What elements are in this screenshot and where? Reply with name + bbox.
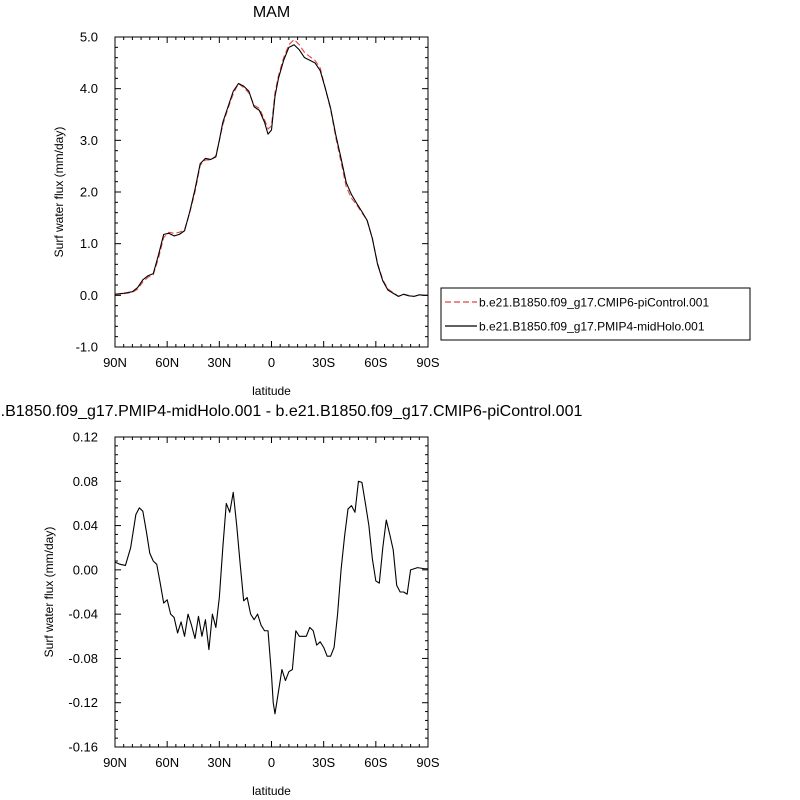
y-tick-label: -0.12 <box>68 695 98 710</box>
chart-panel-1: MAM 90N 60N 30N 0 30S 60S 90S -1.0 0.0 1.0 2.0 3.0 4.… <box>52 4 751 398</box>
plot-frame <box>114 36 429 348</box>
y-tick-label: 0.04 <box>73 518 98 533</box>
x-tick-label: 30S <box>312 755 335 770</box>
x-axis-label: latitude <box>252 784 291 798</box>
x-tick-label: 90N <box>103 355 127 370</box>
series-line-2 <box>114 44 428 297</box>
x-tick-label: 90S <box>416 355 439 370</box>
y-tick-label: 5.0 <box>80 30 98 45</box>
y-axis-label: Surf water flux (mm/day) <box>52 127 66 258</box>
x-tick-label: 60N <box>155 355 179 370</box>
x-tick-label: 30S <box>312 355 335 370</box>
chart-title: MAM <box>253 4 290 21</box>
legend-label: b.e21.B1850.f09_g17.PMIP4-midHolo.001 <box>479 320 705 334</box>
legend-box <box>440 287 751 341</box>
y-tick-label: 1.0 <box>80 236 98 251</box>
legend: b.e21.B1850.f09_g17.CMIP6-piControl.001b… <box>440 287 751 341</box>
y-tick-label: 0.00 <box>73 562 98 577</box>
y-tick-label: 2.0 <box>80 185 98 200</box>
y-tick-label: -1.0 <box>76 340 98 355</box>
chart-panel-2: b.e21.B1850.f09_g17.PMIP4-midHolo.001 - … <box>0 403 582 798</box>
y-tick-label: 4.0 <box>80 81 98 96</box>
x-tick-label: 30N <box>207 755 231 770</box>
x-tick-label: 90S <box>416 755 439 770</box>
legend-label: b.e21.B1850.f09_g17.CMIP6-piControl.001 <box>479 296 709 310</box>
x-axis-label: latitude <box>252 384 291 398</box>
y-tick-label: 0.0 <box>80 288 98 303</box>
y-tick-label: 0.08 <box>73 474 98 489</box>
chart-title: b.e21.B1850.f09_g17.PMIP4-midHolo.001 - … <box>0 403 582 420</box>
y-tick-label: -0.08 <box>68 651 98 666</box>
y-tick-label: -0.16 <box>68 740 98 755</box>
x-tick-label: 60S <box>364 355 387 370</box>
series-line-1 <box>114 39 428 297</box>
y-tick-label: 0.12 <box>73 430 98 445</box>
x-tick-label: 0 <box>268 755 275 770</box>
x-tick-label: 60S <box>364 755 387 770</box>
x-tick-label: 0 <box>268 355 275 370</box>
x-tick-label: 60N <box>155 755 179 770</box>
series-line-1 <box>114 480 428 715</box>
x-tick-label: 90N <box>103 755 127 770</box>
y-tick-label: -0.04 <box>68 607 98 622</box>
y-tick-label: 3.0 <box>80 133 98 148</box>
y-axis-label: Surf water flux (mm/day) <box>42 527 56 658</box>
x-tick-label: 30N <box>207 355 231 370</box>
